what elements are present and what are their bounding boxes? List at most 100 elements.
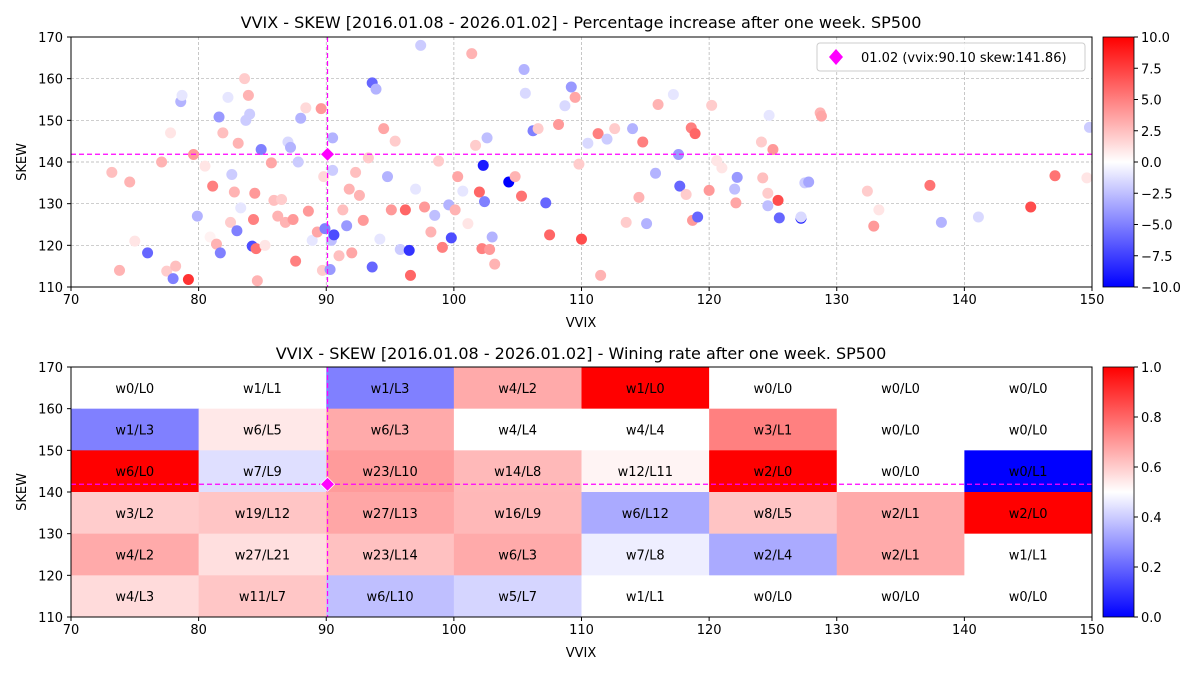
colorbar-tick-label: 7.5 [1141,62,1162,77]
scatter-point [795,211,807,223]
heatmap-cell [836,367,965,410]
heatmap-cell-label: w23/L10 [362,465,417,480]
colorbar-tick-label: 0.4 [1141,511,1162,526]
heatmap-cell [964,408,1092,451]
heatmap-cell-label: w7/L9 [243,465,282,480]
scatter-point [595,269,607,281]
scatter-point [161,265,173,277]
y-tick-label: 110 [38,281,63,296]
x-tick-label: 120 [697,293,722,308]
heatmap-cell [71,533,200,576]
heatmap-cell [836,533,965,576]
heatmap-cell-label: w2/L0 [1009,507,1048,522]
scatter-point [637,136,649,148]
scatter-point [553,119,565,130]
scatter-point [287,214,299,225]
heatmap-cell [964,533,1092,576]
scatter-point [667,89,679,100]
scatter-point [382,171,394,183]
scatter-point [466,48,478,60]
colorbar-tick-label: 5.0 [1141,94,1162,109]
x-tick-label: 100 [441,623,466,638]
scatter-point [404,269,416,281]
scatter-point [370,83,382,95]
scatter-point [757,172,769,184]
scatter-point [403,244,415,256]
heatmap-cell-label: w0/L0 [115,382,154,397]
heatmap-cell [453,367,582,410]
heatmap-cell [71,575,200,617]
heatmap-cell [453,533,582,576]
scatter-point [328,229,340,241]
scatter-point [385,204,397,216]
heatmap-cell [964,450,1092,493]
heatmap-cell-label: w11/L7 [239,590,286,605]
colorbar-tick-label: 0.8 [1141,411,1162,426]
scatter-point [674,180,686,192]
scatter-point [106,166,118,178]
heatmap-cell [198,492,327,535]
scatter-point [176,89,188,101]
heatmap-cell-label: w0/L0 [754,590,793,605]
heatmap-cell [581,408,710,451]
colorbar-tick-label: 0.2 [1141,561,1162,576]
heatmap-cell-label: w0/L0 [1009,424,1048,439]
y-tick-label: 160 [38,73,63,88]
scatter-point [337,204,349,216]
colorbar-tick-label: 0.0 [1141,611,1162,626]
scatter-title: VVIX - SKEW [2016.01.08 - 2026.01.02] - … [241,13,922,32]
current-marker-diamond [319,476,336,492]
scatter-point [170,260,182,272]
scatter-point [357,214,369,226]
heatmap-y-label: SKEW [15,473,30,511]
scatter-point [672,149,684,160]
colorbar-tick-label: −10.0 [1141,281,1181,296]
scatter-point [399,204,411,216]
scatter-point [217,127,229,139]
heatmap-cell-label: w2/L0 [754,465,793,480]
scatter-point [191,210,203,222]
scatter-point [627,123,639,135]
scatter-point [576,233,587,245]
scatter-point [199,160,211,172]
heatmap-cell-label: w27/L21 [235,549,290,564]
scatter-point [142,247,154,259]
x-tick-label: 110 [569,623,594,638]
heatmap-cell [581,533,710,576]
heatmap-cell [581,492,710,535]
x-tick-label: 110 [569,293,594,308]
scatter-y-ticks: 110 120 130 140 150 160 170 [38,31,71,296]
scatter-point [374,233,386,245]
heatmap-crosshair [71,367,1092,617]
y-tick-label: 150 [38,444,63,459]
scatter-legend: 01.02 (vvix:90.10 skew:141.86) [816,42,1086,72]
scatter-point [436,241,448,253]
scatter-point [250,243,262,255]
scatter-point [410,183,422,195]
heatmap-cell [71,408,200,451]
y-tick-label: 170 [38,31,63,46]
heatmap-cell-label: w0/L0 [881,382,920,397]
heatmap-title: VVIX - SKEW [2016.01.08 - 2026.01.02] - … [276,344,887,363]
y-tick-label: 110 [38,611,63,626]
heatmap-cell [326,408,455,451]
scatter-colorbar: 10.0 7.5 5.0 2.5 0.0 −2.5 −5.0 −7.5 −10.0 [1102,31,1181,296]
scatter-point [207,180,219,192]
y-tick-label: 170 [38,361,63,376]
y-tick-label: 140 [38,486,63,501]
scatter-point [519,87,531,99]
heatmap-cell [964,367,1092,410]
colorbar-ticks: 1.0 0.8 0.6 0.4 0.2 0.0 [1134,361,1162,626]
scatter-point [366,261,378,273]
scatter-point [225,216,237,228]
scatter-point [300,102,312,114]
scatter-point [680,189,692,200]
heatmap-cell-label: w7/L8 [626,549,665,564]
heatmap-cell-label: w0/L1 [1009,465,1048,480]
scatter-point [773,212,785,224]
heatmap-cell-label: w12/L11 [618,465,673,480]
heatmap-cell [198,575,327,617]
scatter-point [652,99,664,110]
scatter-point [156,156,168,168]
